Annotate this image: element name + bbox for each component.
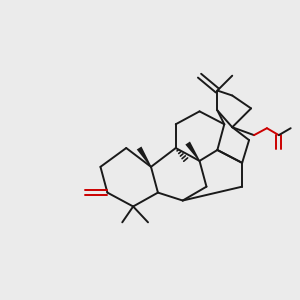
Polygon shape [137, 146, 152, 167]
Polygon shape [185, 142, 200, 161]
